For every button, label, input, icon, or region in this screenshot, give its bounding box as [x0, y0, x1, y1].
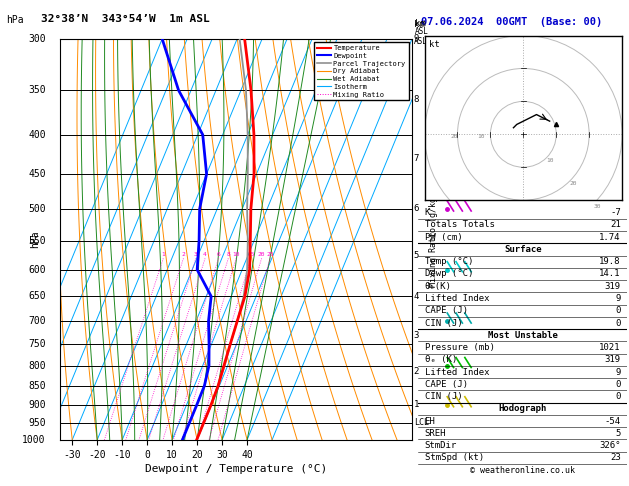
- Text: 319: 319: [604, 282, 621, 291]
- Text: 650: 650: [28, 292, 46, 301]
- Text: Dewp (°C): Dewp (°C): [425, 269, 473, 278]
- Text: 4: 4: [203, 252, 207, 257]
- Text: CAPE (J): CAPE (J): [425, 380, 467, 389]
- Text: CIN (J): CIN (J): [425, 318, 462, 328]
- Text: 9: 9: [615, 294, 621, 303]
- Text: hPa: hPa: [6, 15, 24, 25]
- Text: 25: 25: [266, 252, 274, 257]
- Text: 10: 10: [547, 157, 554, 163]
- Text: 800: 800: [28, 361, 46, 370]
- Text: 1021: 1021: [599, 343, 621, 352]
- Text: θₑ(K): θₑ(K): [425, 282, 452, 291]
- Text: StmDir: StmDir: [425, 441, 457, 450]
- Text: PW (cm): PW (cm): [425, 233, 462, 242]
- Text: 0: 0: [615, 392, 621, 401]
- Text: -7: -7: [610, 208, 621, 217]
- Text: 400: 400: [28, 130, 46, 139]
- Text: 2: 2: [182, 252, 186, 257]
- Text: 3: 3: [414, 330, 419, 340]
- Text: SREH: SREH: [425, 429, 446, 438]
- Text: hPa: hPa: [30, 230, 40, 248]
- Text: 3: 3: [194, 252, 198, 257]
- Text: 700: 700: [28, 316, 46, 326]
- Text: 21: 21: [610, 221, 621, 229]
- Text: kt: kt: [428, 40, 439, 50]
- Text: Most Unstable: Most Unstable: [487, 331, 558, 340]
- Text: 7: 7: [414, 154, 419, 163]
- Text: 600: 600: [28, 265, 46, 275]
- Text: 9: 9: [615, 367, 621, 377]
- Text: 300: 300: [28, 34, 46, 44]
- Text: 5: 5: [615, 429, 621, 438]
- Text: 900: 900: [28, 400, 46, 410]
- Text: 1: 1: [414, 400, 419, 409]
- Text: 4: 4: [414, 292, 419, 301]
- Text: 20: 20: [451, 134, 459, 139]
- Text: 9: 9: [414, 35, 419, 43]
- Text: 14.1: 14.1: [599, 269, 621, 278]
- Text: 950: 950: [28, 418, 46, 428]
- Text: 350: 350: [28, 85, 46, 95]
- Text: Temp (°C): Temp (°C): [425, 257, 473, 266]
- Text: 23: 23: [610, 453, 621, 462]
- Text: 6: 6: [216, 252, 220, 257]
- Text: 5: 5: [414, 251, 419, 260]
- Text: Lifted Index: Lifted Index: [425, 367, 489, 377]
- Text: 6: 6: [414, 205, 419, 213]
- Text: 1: 1: [162, 252, 165, 257]
- X-axis label: Dewpoint / Temperature (°C): Dewpoint / Temperature (°C): [145, 464, 327, 474]
- Text: ASL: ASL: [415, 27, 429, 36]
- Text: 319: 319: [604, 355, 621, 364]
- Text: CAPE (J): CAPE (J): [425, 306, 467, 315]
- Text: © weatheronline.co.uk: © weatheronline.co.uk: [470, 466, 575, 475]
- Text: 10: 10: [232, 252, 240, 257]
- Text: km: km: [414, 20, 425, 29]
- Text: K: K: [425, 208, 430, 217]
- Text: 1.74: 1.74: [599, 233, 621, 242]
- Text: Surface: Surface: [504, 245, 542, 254]
- Text: Pressure (mb): Pressure (mb): [425, 343, 494, 352]
- Text: 10: 10: [477, 134, 485, 139]
- Text: 20: 20: [258, 252, 265, 257]
- Text: 750: 750: [28, 339, 46, 349]
- Text: Hodograph: Hodograph: [499, 404, 547, 414]
- Text: 0: 0: [615, 318, 621, 328]
- Text: LCL: LCL: [414, 418, 429, 427]
- Text: 15: 15: [247, 252, 255, 257]
- Text: 2: 2: [414, 367, 419, 376]
- Legend: Temperature, Dewpoint, Parcel Trajectory, Dry Adiabat, Wet Adiabat, Isotherm, Mi: Temperature, Dewpoint, Parcel Trajectory…: [314, 42, 408, 100]
- Text: Lifted Index: Lifted Index: [425, 294, 489, 303]
- Text: 0: 0: [615, 380, 621, 389]
- Text: 19.8: 19.8: [599, 257, 621, 266]
- Text: 32°38’N  343°54’W  1m ASL: 32°38’N 343°54’W 1m ASL: [41, 14, 209, 24]
- Text: 0: 0: [615, 306, 621, 315]
- Text: -54: -54: [604, 417, 621, 426]
- Text: 450: 450: [28, 169, 46, 179]
- Text: 326°: 326°: [599, 441, 621, 450]
- Text: 500: 500: [28, 204, 46, 214]
- Text: θₑ (K): θₑ (K): [425, 355, 457, 364]
- Text: 07.06.2024  00GMT  (Base: 00): 07.06.2024 00GMT (Base: 00): [421, 17, 603, 27]
- Text: 550: 550: [28, 236, 46, 246]
- Text: 1000: 1000: [22, 435, 46, 445]
- Text: 30: 30: [593, 204, 601, 209]
- Text: 20: 20: [570, 181, 577, 186]
- Text: StmSpd (kt): StmSpd (kt): [425, 453, 484, 462]
- Text: EH: EH: [425, 417, 435, 426]
- Text: km: km: [415, 19, 426, 29]
- Text: CIN (J): CIN (J): [425, 392, 462, 401]
- Text: 8: 8: [414, 95, 419, 104]
- Text: 850: 850: [28, 381, 46, 391]
- Text: Totals Totals: Totals Totals: [425, 221, 494, 229]
- Text: ASL: ASL: [414, 37, 428, 46]
- Text: Mixing Ratio (g/kg): Mixing Ratio (g/kg): [428, 192, 438, 287]
- Text: 8: 8: [226, 252, 230, 257]
